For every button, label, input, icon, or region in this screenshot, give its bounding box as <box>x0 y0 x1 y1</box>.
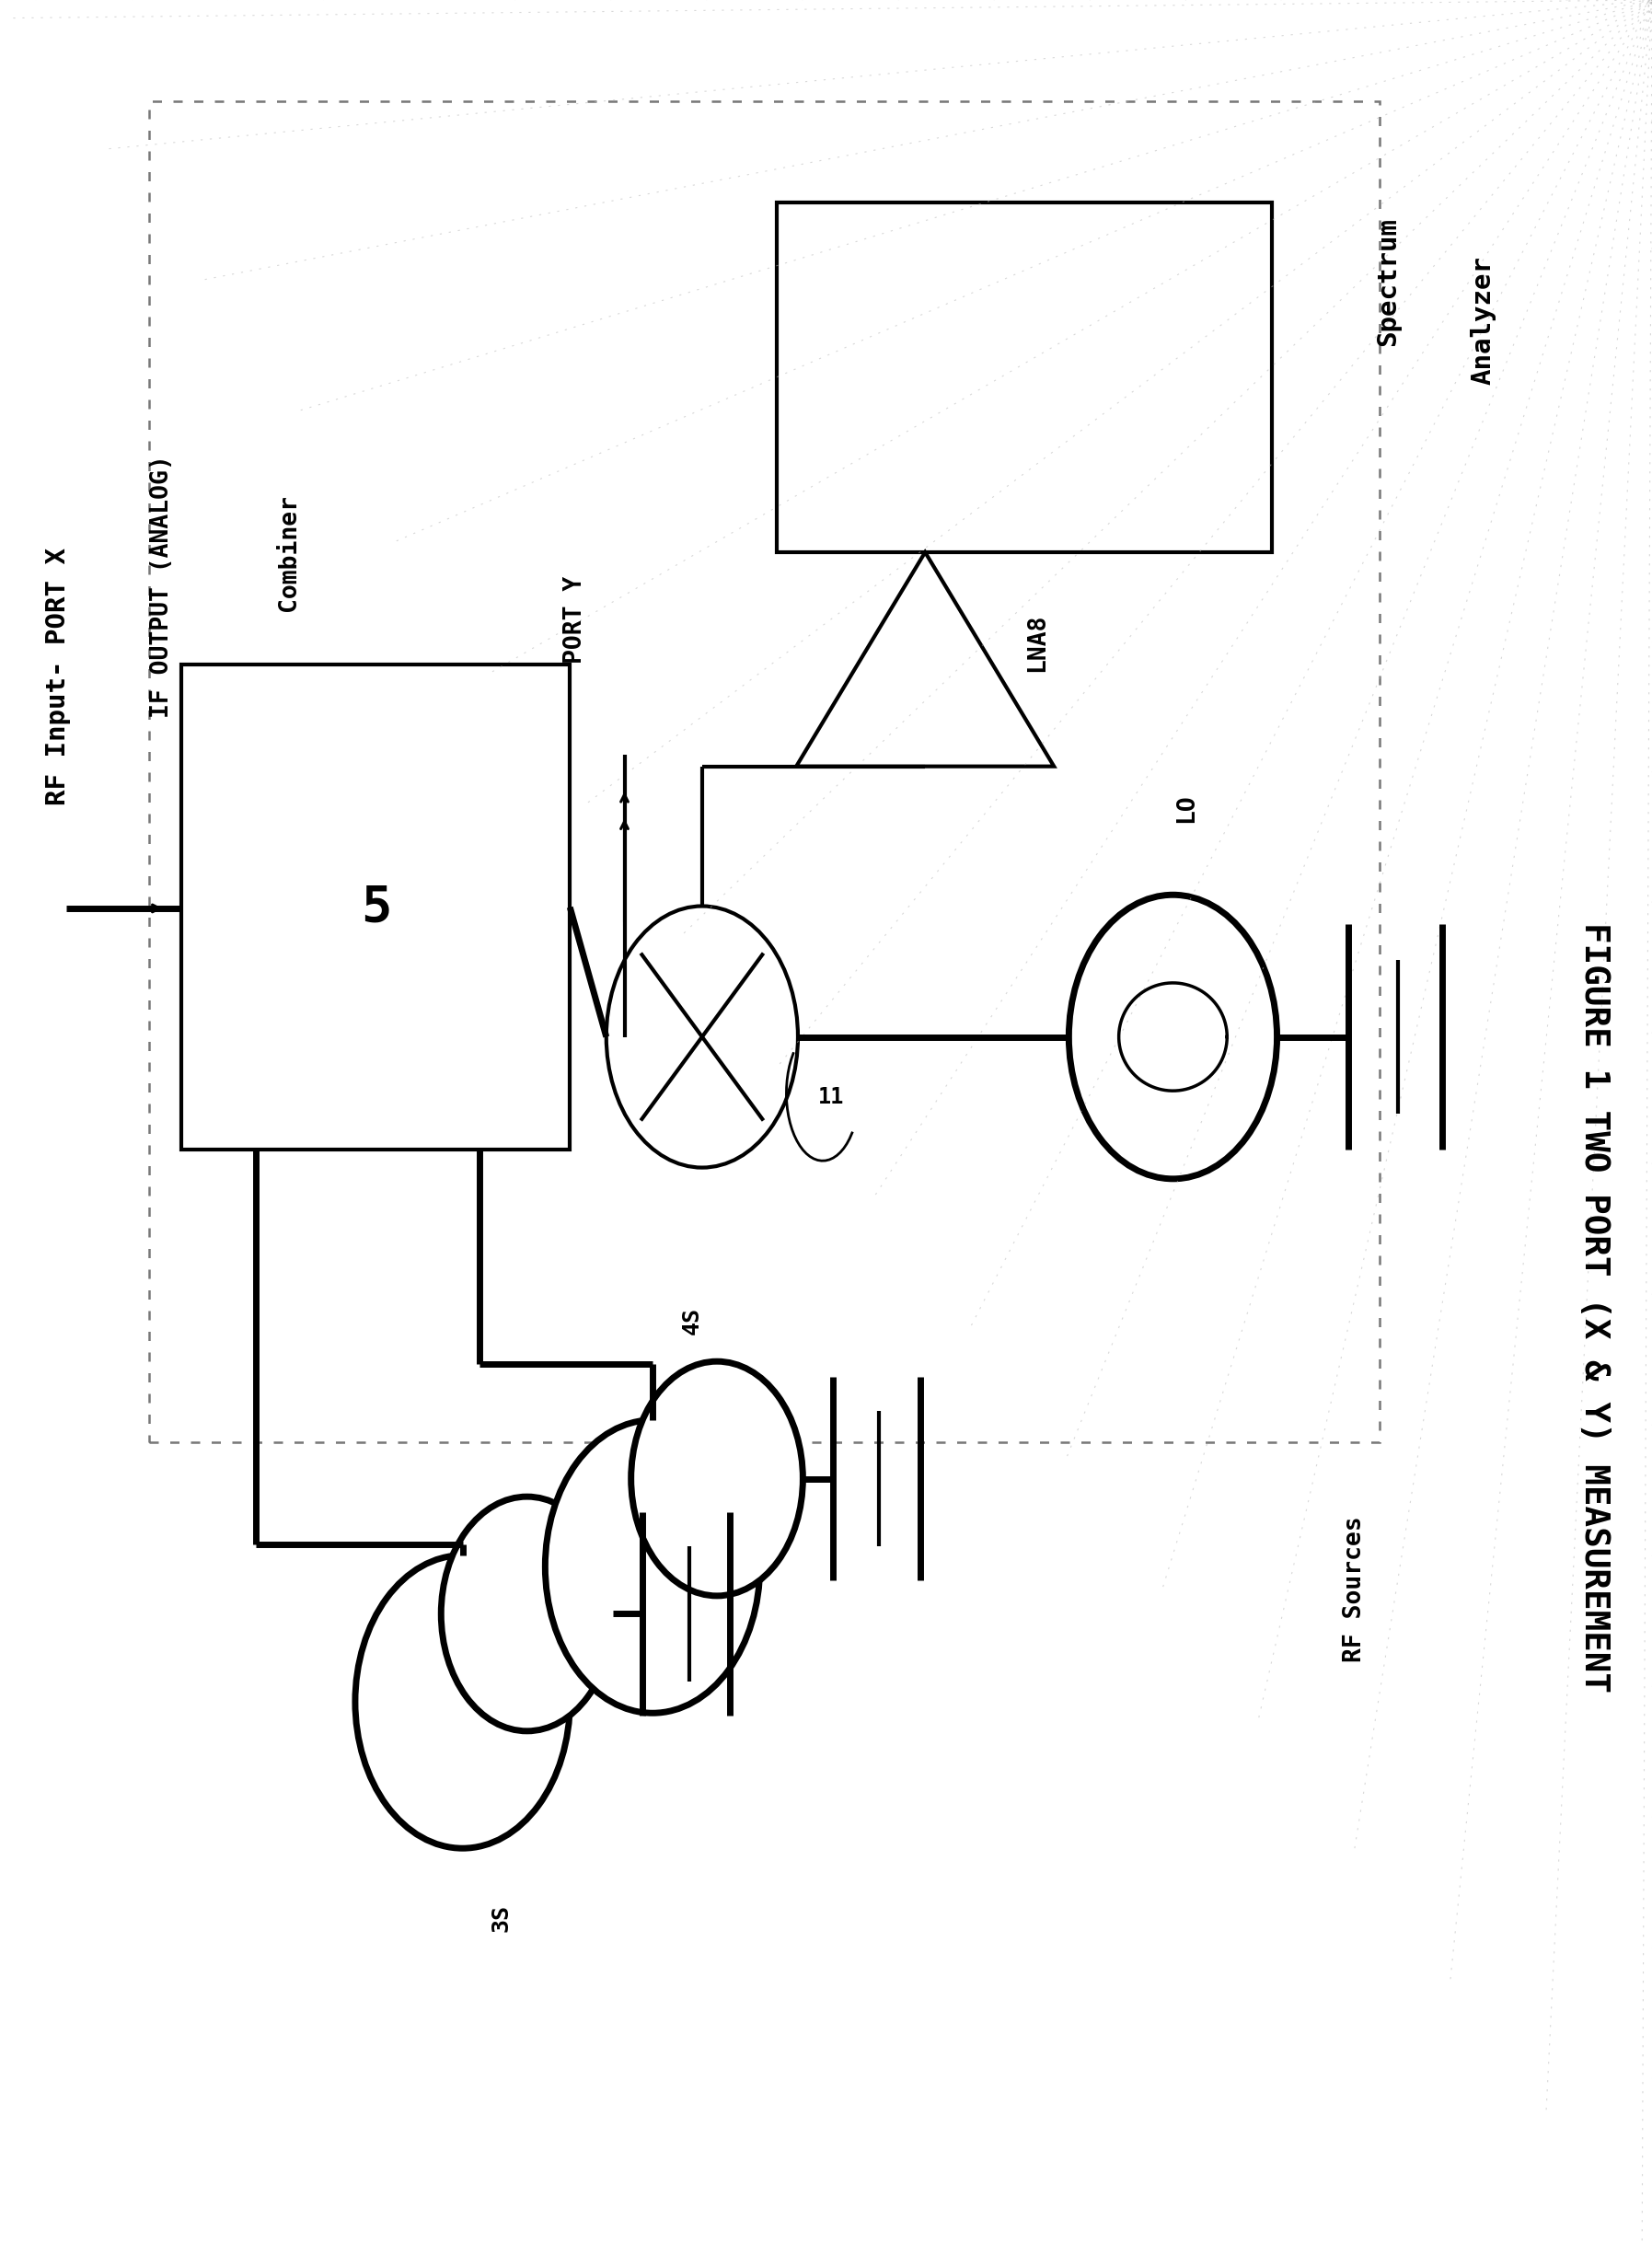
Text: 3S: 3S <box>491 1905 512 1932</box>
Text: 11: 11 <box>818 1086 844 1109</box>
Circle shape <box>606 906 798 1168</box>
Text: LNA8: LNA8 <box>1026 613 1049 672</box>
Circle shape <box>545 1420 760 1713</box>
Text: 5: 5 <box>360 884 392 931</box>
Text: LO: LO <box>1175 793 1198 823</box>
Text: PORT Y: PORT Y <box>563 577 586 663</box>
Text: Combiner: Combiner <box>278 494 301 611</box>
Text: RF Sources: RF Sources <box>1343 1517 1366 1661</box>
Circle shape <box>355 1555 570 1848</box>
Circle shape <box>1069 895 1277 1179</box>
Bar <box>182 665 570 1150</box>
Text: IF OUTPUT (ANALOG): IF OUTPUT (ANALOG) <box>150 455 173 717</box>
Text: 4S: 4S <box>681 1307 702 1334</box>
Polygon shape <box>796 552 1054 766</box>
Text: RF Input- PORT X: RF Input- PORT X <box>45 548 71 805</box>
Text: FIGURE 1 TWO PORT (X & Y) MEASUREMENT: FIGURE 1 TWO PORT (X & Y) MEASUREMENT <box>1578 922 1611 1693</box>
Circle shape <box>631 1361 803 1596</box>
Bar <box>149 101 1379 1443</box>
Text: Analyzer: Analyzer <box>1470 255 1497 385</box>
Circle shape <box>441 1497 613 1731</box>
Bar <box>776 203 1272 552</box>
Text: Spectrum: Spectrum <box>1374 216 1401 347</box>
